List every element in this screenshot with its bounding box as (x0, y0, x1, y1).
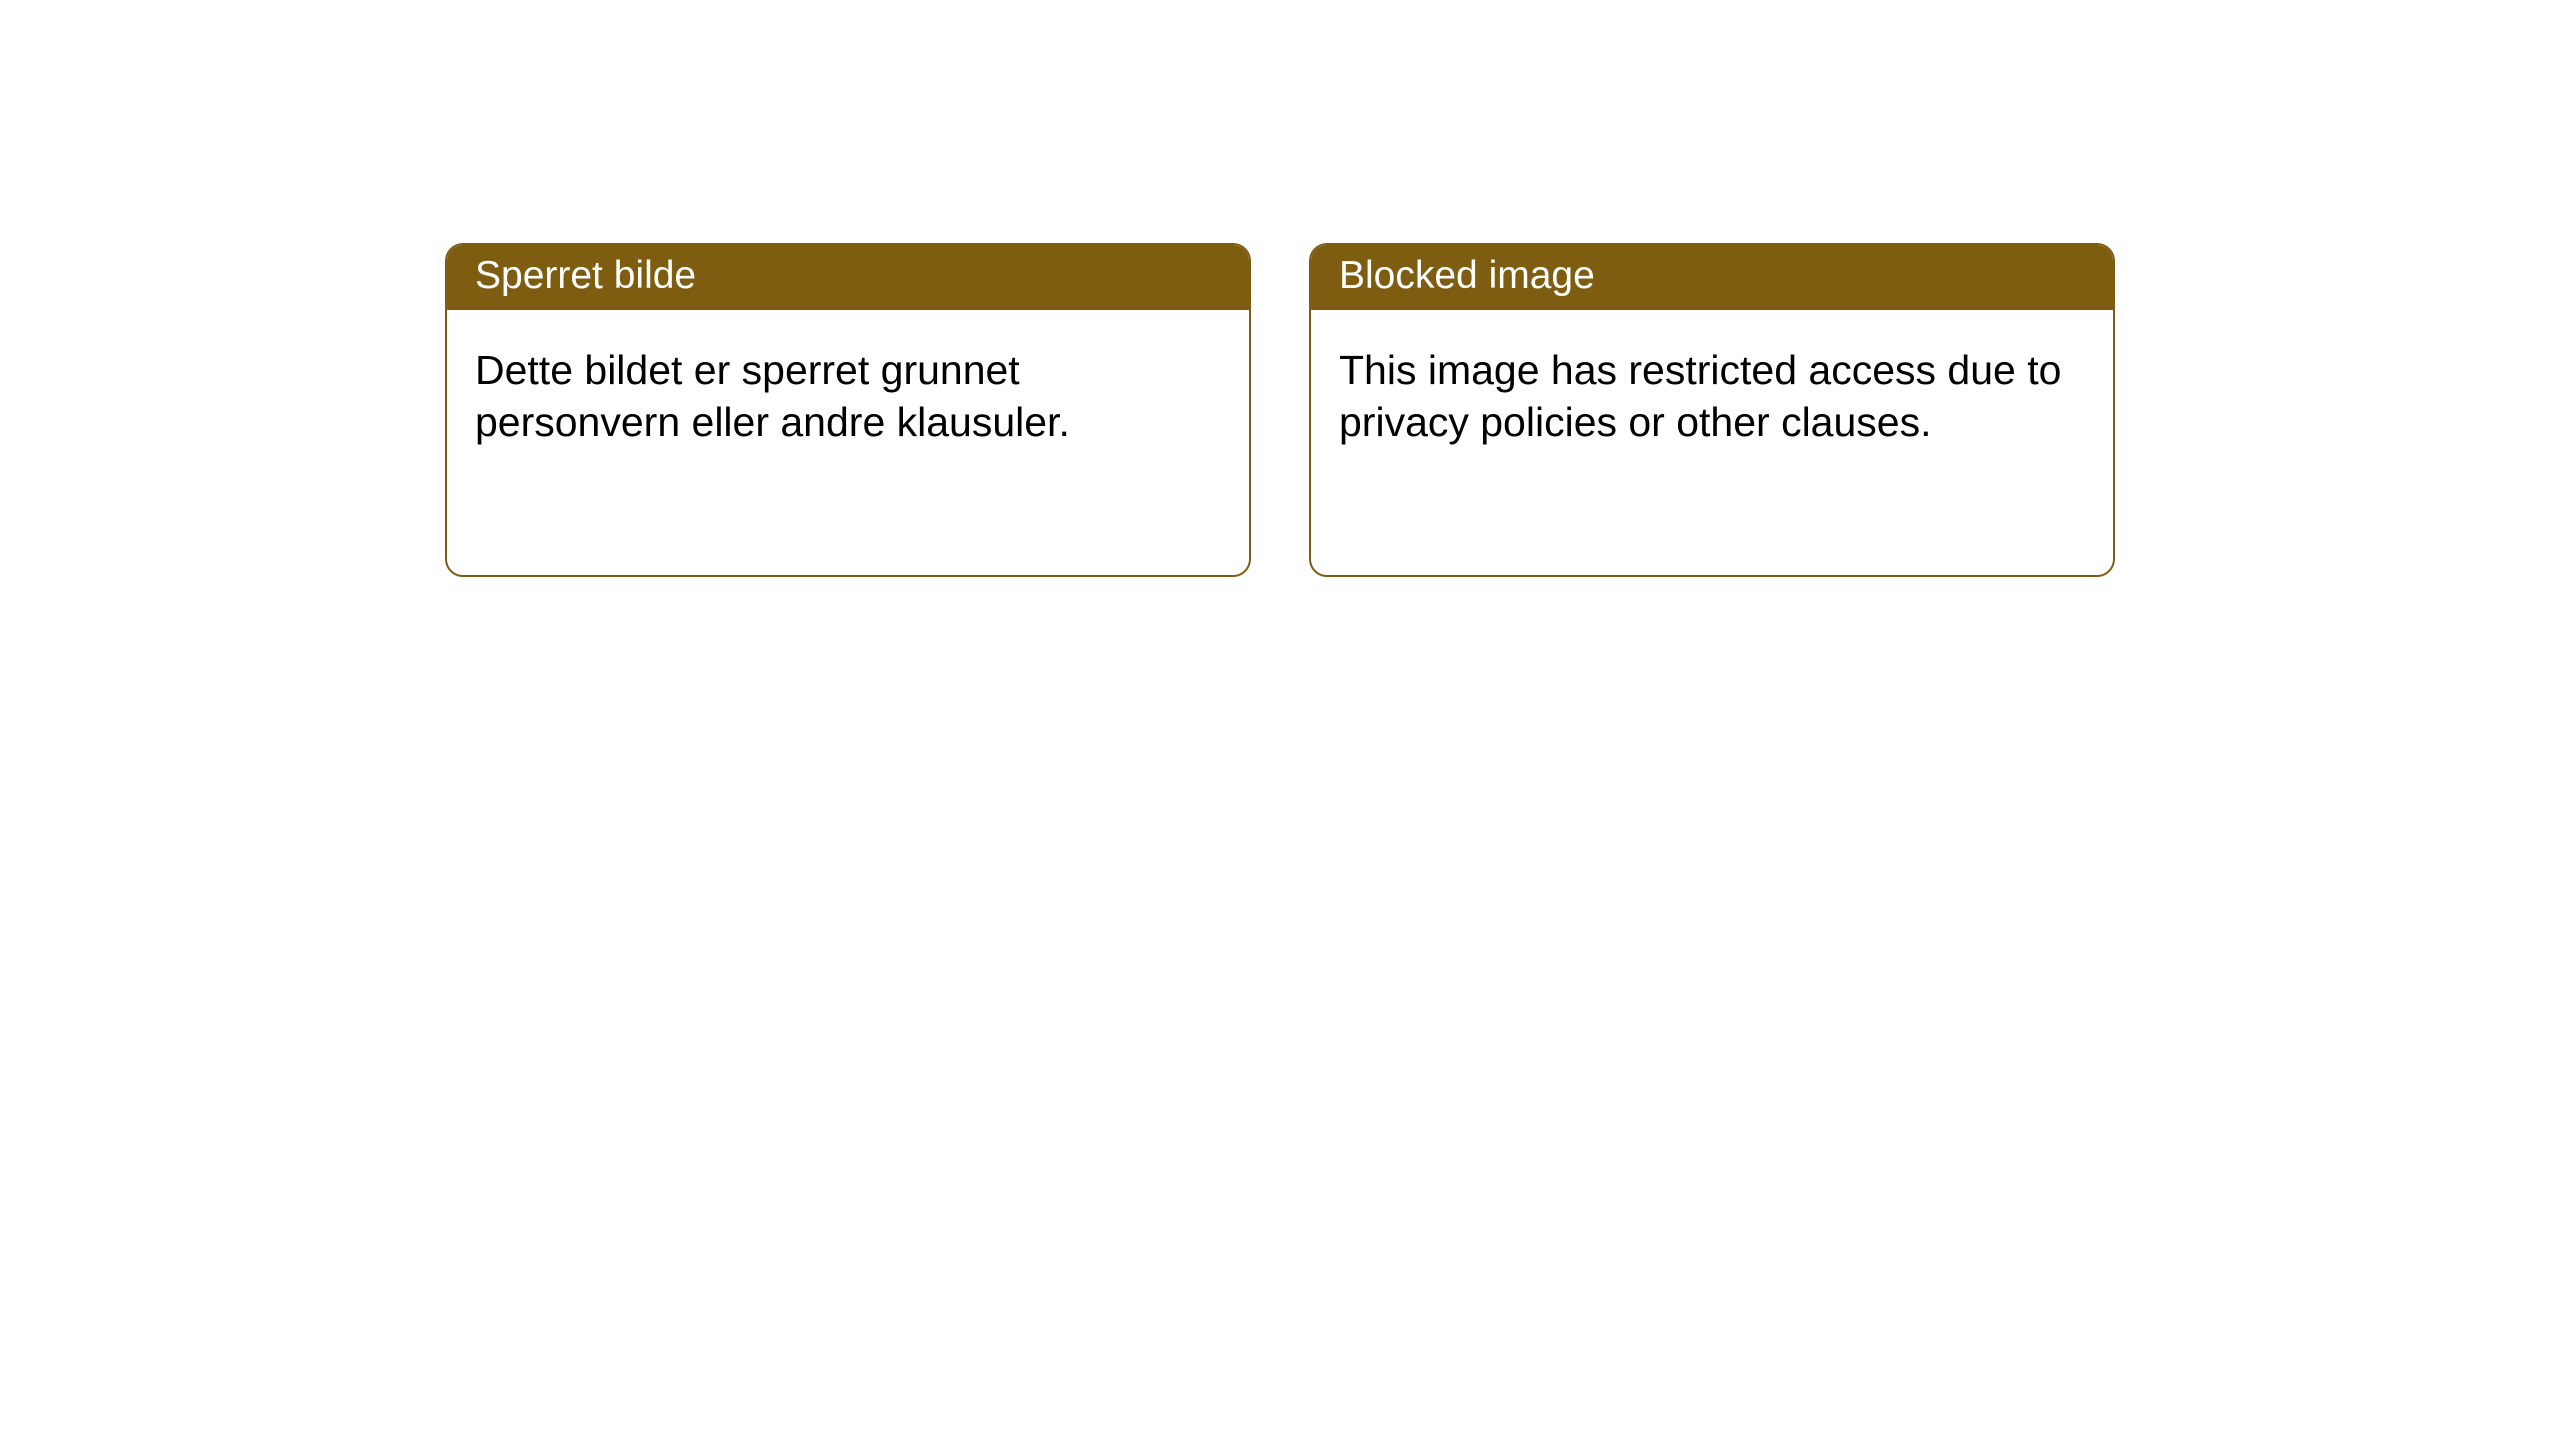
notice-body: Dette bildet er sperret grunnet personve… (447, 310, 1249, 483)
notice-header: Blocked image (1311, 245, 2113, 310)
notice-box-norwegian: Sperret bilde Dette bildet er sperret gr… (445, 243, 1251, 577)
notice-box-english: Blocked image This image has restricted … (1309, 243, 2115, 577)
notice-header: Sperret bilde (447, 245, 1249, 310)
notice-body: This image has restricted access due to … (1311, 310, 2113, 483)
notice-container: Sperret bilde Dette bildet er sperret gr… (0, 0, 2560, 577)
